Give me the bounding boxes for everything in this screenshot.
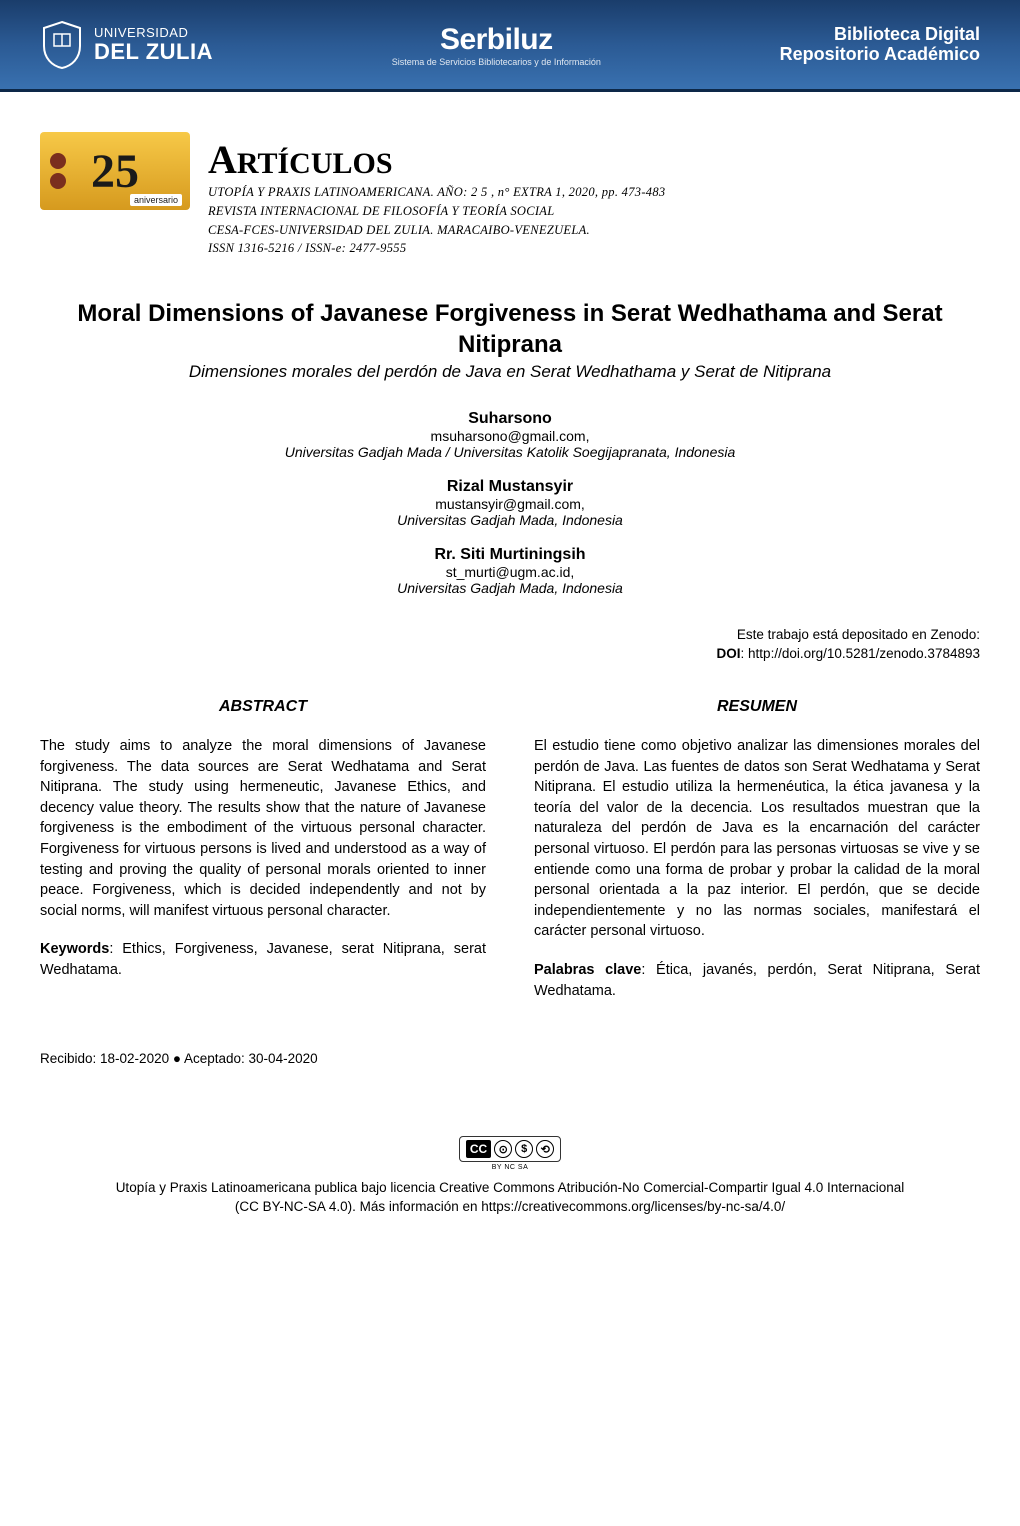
doi-block: Este trabajo está depositado en Zenodo: …	[40, 626, 980, 664]
author-affiliation: Universitas Gadjah Mada, Indonesia	[40, 512, 980, 528]
anniversary-badge: 25 aniversario	[40, 132, 190, 210]
resumen-col: RESUMEN El estudio tiene como objetivo a…	[534, 698, 980, 1001]
biblio-l2: Repositorio Académico	[780, 45, 980, 65]
shield-icon	[40, 20, 84, 70]
cc-badge-icon: CC ⊙ $ ⟲	[459, 1136, 561, 1162]
abstract-heading: ABSTRACT	[40, 698, 486, 716]
author-1: Suharsono msuharsono@gmail.com, Universi…	[40, 410, 980, 460]
abstract-columns: ABSTRACT The study aims to analyze the m…	[40, 698, 980, 1001]
title-spanish: Dimensiones morales del perdón de Java e…	[40, 362, 980, 382]
article-content: Moral Dimensions of Javanese Forgiveness…	[0, 268, 1020, 1126]
journal-issn: ISSN 1316-5216 / ISSN-e: 2477-9555	[208, 239, 665, 258]
abstract-col: ABSTRACT The study aims to analyze the m…	[40, 698, 486, 1001]
kw-label: Keywords	[40, 941, 109, 957]
license-line1: Utopía y Praxis Latinoamericana publica …	[40, 1179, 980, 1198]
uni-line2: DEL ZULIA	[94, 40, 213, 63]
serbiluz-main: Serbiluz	[392, 23, 601, 57]
cc-sub-label: BY NC SA	[40, 1164, 980, 1171]
journal-line1: UTOPÍA Y PRAXIS LATINOAMERICANA. AÑO: 2 …	[208, 183, 665, 202]
cc-text-icon: CC	[466, 1140, 491, 1158]
author-affiliation: Universitas Gadjah Mada / Universitas Ka…	[40, 444, 980, 460]
cc-by-icon: ⊙	[494, 1140, 512, 1158]
doi-label: DOI	[717, 646, 741, 661]
title-english: Moral Dimensions of Javanese Forgiveness…	[40, 298, 980, 360]
anniv-number: 25	[91, 144, 139, 199]
doi-line: DOI: http://doi.org/10.5281/zenodo.37848…	[40, 645, 980, 664]
author-2: Rizal Mustansyir mustansyir@gmail.com, U…	[40, 478, 980, 528]
author-affiliation: Universitas Gadjah Mada, Indonesia	[40, 580, 980, 596]
biblioteca-label: Biblioteca Digital Repositorio Académico	[780, 25, 980, 65]
journal-header-row: 25 aniversario ARTÍCULOS UTOPÍA Y PRAXIS…	[0, 92, 1020, 268]
license-text: Utopía y Praxis Latinoamericana publica …	[40, 1179, 980, 1217]
author-email: msuharsono@gmail.com,	[40, 428, 980, 444]
author-3: Rr. Siti Murtiningsih st_murti@ugm.ac.id…	[40, 546, 980, 596]
anniv-label: aniversario	[130, 194, 182, 206]
kw-label: Palabras clave	[534, 962, 641, 978]
cc-nc-icon: $	[515, 1140, 533, 1158]
resumen-heading: RESUMEN	[534, 698, 980, 716]
authors-block: Suharsono msuharsono@gmail.com, Universi…	[40, 410, 980, 596]
serbiluz-logo: Serbiluz Sistema de Servicios Biblioteca…	[392, 23, 601, 67]
author-name: Rizal Mustansyir	[40, 478, 980, 496]
journal-meta: ARTÍCULOS UTOPÍA Y PRAXIS LATINOAMERICAN…	[208, 132, 665, 258]
author-email: mustansyir@gmail.com,	[40, 496, 980, 512]
repository-banner: UNIVERSIDAD DEL ZULIA Serbiluz Sistema d…	[0, 0, 1020, 92]
university-logo: UNIVERSIDAD DEL ZULIA	[40, 20, 213, 70]
uni-line1: UNIVERSIDAD	[94, 26, 213, 40]
cc-sa-icon: ⟲	[536, 1140, 554, 1158]
received-accepted-dates: Recibido: 18-02-2020 ● Aceptado: 30-04-2…	[40, 1051, 980, 1066]
serbiluz-sub: Sistema de Servicios Bibliotecarios y de…	[392, 57, 601, 67]
license-footer: CC ⊙ $ ⟲ BY NC SA Utopía y Praxis Latino…	[0, 1126, 1020, 1257]
abstract-body: The study aims to analyze the moral dime…	[40, 736, 486, 921]
section-title: ARTÍCULOS	[208, 136, 665, 183]
biblio-l1: Biblioteca Digital	[780, 25, 980, 45]
license-line2: (CC BY-NC-SA 4.0). Más información en ht…	[40, 1198, 980, 1217]
doi-deposit-text: Este trabajo está depositado en Zenodo:	[40, 626, 980, 645]
author-name: Rr. Siti Murtiningsih	[40, 546, 980, 564]
badge-dots-icon	[50, 153, 66, 189]
author-email: st_murti@ugm.ac.id,	[40, 564, 980, 580]
title-block: Moral Dimensions of Javanese Forgiveness…	[40, 298, 980, 382]
keywords-en: Keywords: Ethics, Forgiveness, Javanese,…	[40, 939, 486, 980]
resumen-body: El estudio tiene como objetivo analizar …	[534, 736, 980, 942]
journal-line3: CESA-FCES-UNIVERSIDAD DEL ZULIA. MARACAI…	[208, 221, 665, 240]
keywords-es: Palabras clave: Ética, javanés, perdón, …	[534, 960, 980, 1001]
author-name: Suharsono	[40, 410, 980, 428]
journal-line2: REVISTA INTERNACIONAL DE FILOSOFÍA Y TEO…	[208, 202, 665, 221]
doi-url[interactable]: http://doi.org/10.5281/zenodo.3784893	[748, 646, 980, 661]
